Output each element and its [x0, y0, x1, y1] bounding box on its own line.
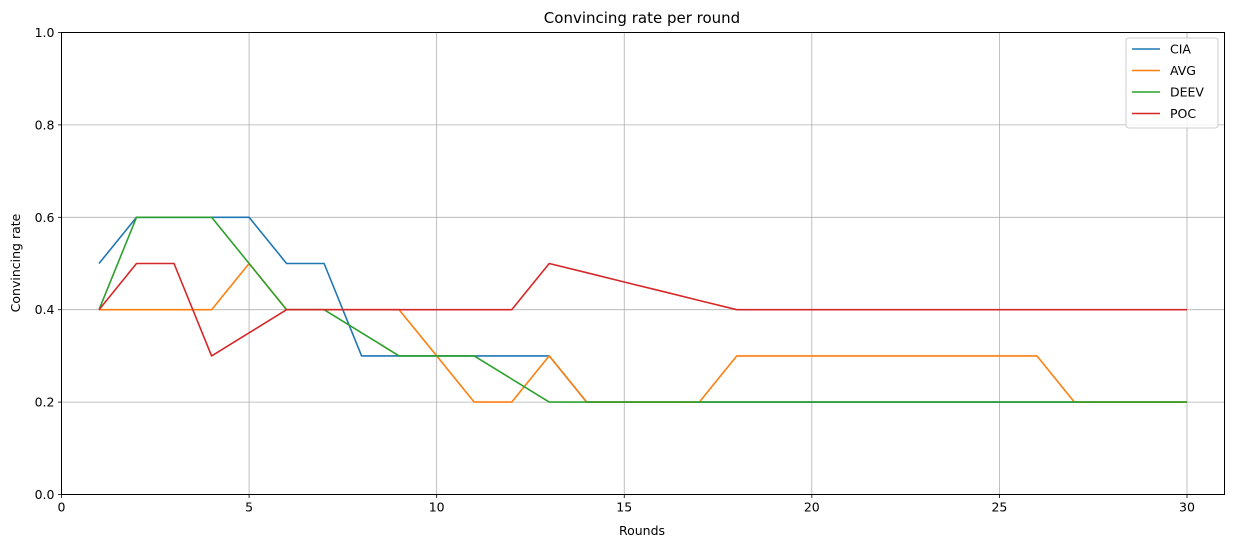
x-axis-label: Rounds: [619, 523, 665, 538]
x-tick-label: 30: [1179, 500, 1195, 515]
grid: [61, 32, 1225, 495]
x-tick-label: 15: [616, 500, 632, 515]
series-line-poc: [98, 262, 1187, 357]
y-tick-label: 0.0: [35, 487, 55, 502]
legend-label-deev: DEEV: [1170, 85, 1204, 100]
y-axis: 0.0 0.2 0.4 0.6 0.8 1.0: [35, 25, 62, 502]
x-tick-label: 10: [429, 500, 445, 515]
legend-label-avg: AVG: [1170, 63, 1196, 78]
legend-label-cia: CIA: [1170, 42, 1191, 57]
chart-title: Convincing rate per round: [544, 9, 740, 27]
y-tick-label: 0.2: [35, 395, 55, 410]
x-tick-label: 5: [245, 500, 253, 515]
series-line-avg: [99, 262, 1187, 403]
legend: CIA AVG DEEV POC: [1125, 37, 1219, 129]
y-axis-label: Convincing rate: [8, 213, 23, 312]
y-tick-label: 1.0: [35, 25, 55, 40]
x-tick-label: 0: [58, 500, 66, 515]
y-tick-label: 0.8: [35, 117, 55, 132]
series-lines: [98, 216, 1187, 403]
x-tick-label: 25: [991, 500, 1007, 515]
plot-frame: [61, 32, 1225, 495]
x-axis: 0 5 10 15 20 25 30: [58, 494, 1195, 515]
legend-box: [1125, 37, 1219, 129]
legend-label-poc: POC: [1170, 106, 1196, 121]
x-tick-label: 20: [804, 500, 820, 515]
series-line-deev: [98, 216, 1187, 403]
y-tick-label: 0.6: [35, 210, 55, 225]
y-tick-label: 0.4: [35, 302, 55, 317]
